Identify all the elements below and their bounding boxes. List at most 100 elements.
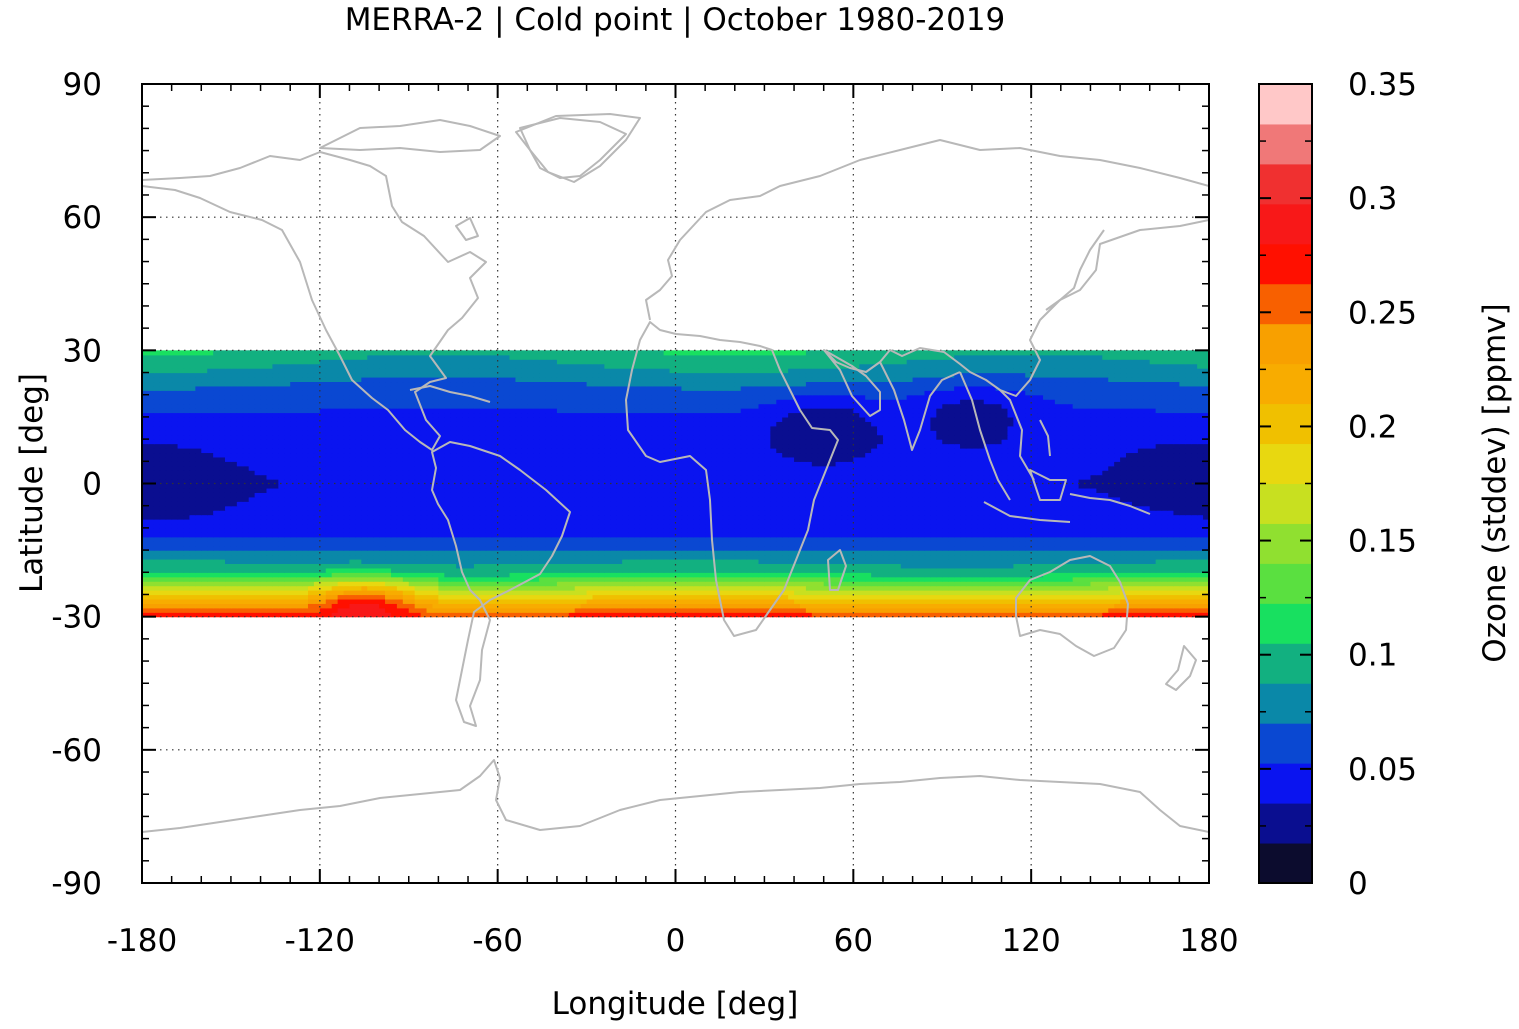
contour-cell (628, 603, 635, 609)
contour-cell (539, 501, 546, 507)
contour-cell (853, 492, 860, 498)
contour-cell (236, 590, 244, 596)
contour-cell (254, 581, 262, 587)
contour-cell (1197, 585, 1204, 591)
contour-cell (1143, 554, 1151, 560)
contour-cell (479, 523, 487, 529)
contour-cell (871, 607, 878, 613)
contour-cell (260, 563, 268, 569)
contour-cell (1126, 545, 1133, 551)
contour-cell (728, 541, 736, 547)
contour-cell (758, 603, 766, 609)
contour-cell (456, 594, 463, 600)
contour-cell (545, 532, 552, 538)
contour-cell (1114, 496, 1121, 502)
contour-cell (663, 536, 671, 542)
contour-cell (420, 603, 428, 609)
contour-cell (675, 523, 683, 529)
contour-cell (711, 541, 718, 547)
contour-cell (823, 510, 831, 516)
contour-cell (1161, 572, 1169, 578)
contour-cell (479, 527, 487, 533)
contour-cell (171, 563, 179, 569)
contour-cell (147, 545, 155, 551)
contour-cell (634, 496, 641, 502)
contour-cell (960, 501, 967, 507)
contour-cell (1137, 532, 1145, 538)
contour-cell (841, 598, 849, 604)
contour-cell (1114, 505, 1121, 511)
contour-cell (236, 567, 244, 573)
contour-cell (556, 496, 564, 502)
contour-cell (562, 536, 570, 542)
contour-cell (355, 554, 362, 560)
contour-cell (764, 563, 771, 569)
contour-cell (367, 607, 374, 613)
contour-cell (142, 554, 149, 560)
contour-cell (551, 541, 558, 547)
contour-cell (224, 514, 232, 520)
contour-cell (752, 536, 760, 542)
contour-cell (473, 505, 481, 511)
contour-cell (313, 545, 321, 551)
contour-cell (1001, 612, 1009, 618)
contour-cell (1025, 501, 1032, 507)
contour-cell (1126, 558, 1133, 564)
contour-cell (616, 492, 623, 498)
contour-cell (1185, 510, 1192, 516)
contour-cell (521, 576, 528, 582)
contour-cell (681, 607, 688, 613)
contour-cell (634, 607, 641, 613)
contour-cell (610, 505, 617, 511)
contour-cell (616, 496, 623, 502)
contour-cell (681, 532, 688, 538)
contour-cell (337, 496, 345, 502)
contour-cell (533, 581, 540, 587)
contour-cell (539, 527, 546, 533)
contour-cell (171, 527, 179, 533)
contour-cell (651, 576, 659, 582)
contour-cell (1090, 590, 1097, 596)
contour-cell (995, 572, 1003, 578)
contour-cell (248, 501, 256, 507)
contour-cell (1179, 527, 1186, 533)
contour-cell (853, 541, 860, 547)
contour-cell (960, 550, 967, 556)
contour-cell (669, 585, 677, 591)
contour-cell (485, 545, 493, 551)
contour-cell (847, 492, 854, 498)
contour-cell (147, 514, 155, 520)
contour-cell (711, 594, 718, 600)
contour-cell (829, 572, 837, 578)
contour-cell (699, 558, 706, 564)
contour-cell (367, 496, 374, 502)
contour-cell (1203, 501, 1209, 507)
contour-cell (1149, 612, 1157, 618)
contour-cell (385, 505, 392, 511)
contour-cell (1114, 563, 1121, 569)
contour-cell (1066, 607, 1074, 613)
contour-cell (817, 585, 825, 591)
contour-cell (634, 492, 641, 498)
contour-cell (936, 501, 943, 507)
contour-cell (355, 532, 362, 538)
contour-cells (142, 350, 1209, 618)
contour-cell (805, 590, 813, 596)
contour-cell (153, 545, 161, 551)
contour-cell (1114, 519, 1121, 525)
contour-cell (758, 567, 766, 573)
contour-cell (770, 496, 777, 502)
contour-cell (965, 567, 973, 573)
contour-cell (965, 514, 973, 520)
contour-cell (485, 572, 493, 578)
contour-cell (236, 572, 244, 578)
contour-cell (847, 603, 854, 609)
contour-cell (740, 594, 748, 600)
contour-cell (1043, 532, 1050, 538)
contour-cell (349, 567, 356, 573)
contour-cell (556, 590, 564, 596)
contour-cell (977, 496, 985, 502)
contour-cell (230, 519, 238, 525)
contour-cell (248, 496, 256, 502)
contour-cell (1173, 581, 1180, 587)
